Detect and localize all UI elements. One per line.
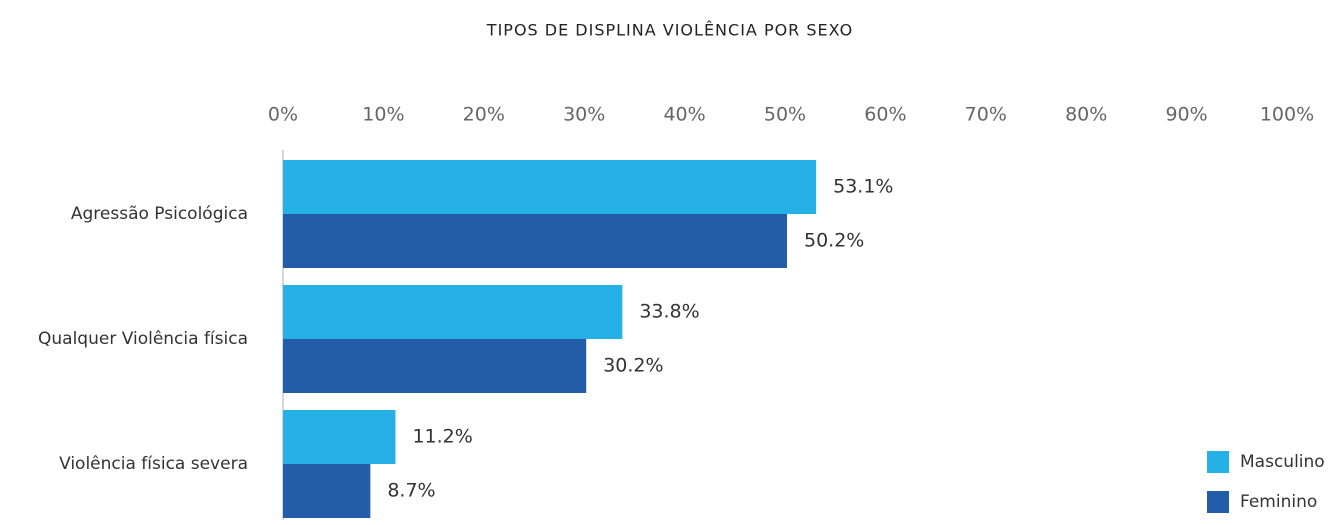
chart-title: TIPOS DE DISPLINA VIOLÊNCIA POR SEXO xyxy=(486,21,853,40)
data-label: 30.2% xyxy=(603,355,663,377)
x-tick-label: 20% xyxy=(463,104,505,126)
bar xyxy=(283,285,623,339)
x-tick-label: 10% xyxy=(362,104,404,126)
data-label: 53.1% xyxy=(833,176,893,198)
x-tick-label: 40% xyxy=(663,104,705,126)
x-tick-label: 30% xyxy=(563,104,605,126)
legend-label: Masculino xyxy=(1240,452,1325,472)
bar xyxy=(283,410,396,464)
x-tick-label: 70% xyxy=(965,104,1007,126)
data-label: 11.2% xyxy=(412,426,472,448)
bar xyxy=(283,464,371,518)
y-tick-label: Agressão Psicológica xyxy=(71,204,248,224)
x-tick-label: 100% xyxy=(1260,104,1314,126)
y-tick-label: Violência física severa xyxy=(59,454,248,474)
bar xyxy=(283,339,587,393)
data-label: 33.8% xyxy=(639,301,699,323)
bar xyxy=(283,160,817,214)
data-label: 8.7% xyxy=(387,480,435,502)
bar xyxy=(283,214,788,268)
data-label: 50.2% xyxy=(804,230,864,252)
legend-swatch xyxy=(1207,451,1229,473)
x-tick-label: 90% xyxy=(1165,104,1207,126)
y-tick-label: Qualquer Violência física xyxy=(38,329,248,349)
x-tick-label: 80% xyxy=(1065,104,1107,126)
x-tick-label: 50% xyxy=(764,104,806,126)
legend-swatch xyxy=(1207,491,1229,513)
x-tick-label: 0% xyxy=(268,104,298,126)
legend-label: Feminino xyxy=(1240,492,1317,512)
x-tick-label: 60% xyxy=(864,104,906,126)
